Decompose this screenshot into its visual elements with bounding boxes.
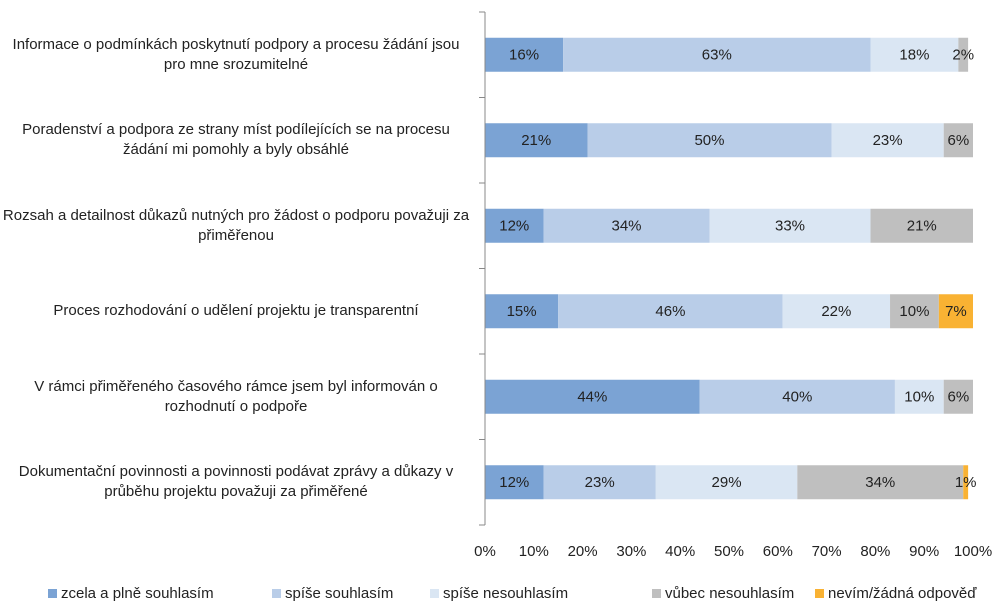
category-label: V rámci přiměřeného časového rámce jsem … [34,377,438,415]
bar-segment [485,294,559,329]
bar-segment [709,208,871,243]
legend-label: zcela a plně souhlasím [61,585,214,602]
data-label: 21% [521,132,551,149]
data-label: 33% [775,218,805,235]
x-tick-label: 30% [616,543,646,560]
data-label: 6% [948,389,970,406]
legend-label: spíše nesouhlasím [443,585,569,602]
legend: zcela a plně souhlasím spíše souhlasím spí… [0,585,1003,605]
bar-segment [943,123,973,158]
bar-segment [543,208,710,243]
legend-swatch [48,589,57,598]
x-tick-label: 40% [665,543,695,560]
data-label: 12% [499,218,529,235]
data-label: 7% [945,303,967,320]
legend-swatch [272,589,281,598]
legend-label: spíše souhlasím [285,585,394,602]
bar-segment [831,123,944,158]
bar-segment [782,294,891,329]
legend-swatch [430,589,439,598]
category-label: Proces rozhodování o udělení projektu je… [53,302,419,320]
data-label: 10% [899,303,929,320]
data-label: 10% [904,389,934,406]
bar-segment [558,294,783,329]
data-label: 34% [865,474,895,491]
legend-item: zcela a plně souhlasím [48,585,214,602]
bar-segment [894,379,944,414]
bar-segment [587,123,832,158]
legend-item: spíše souhlasím [272,585,393,602]
category-label: Rozsah a detailnost důkazů nutných pro ž… [2,206,470,244]
data-label: 2% [952,47,974,64]
bar-segment [543,465,656,500]
bar-segment [870,208,973,243]
data-label: 40% [782,389,812,406]
bar-segment [485,379,700,414]
data-label: 1% [955,474,977,491]
data-label: 50% [694,132,724,149]
x-tick-label: 0% [474,543,496,560]
legend-swatch [815,589,824,598]
x-tick-label: 80% [860,543,890,560]
data-label: 34% [612,218,642,235]
data-label: 12% [499,474,529,491]
data-label: 22% [821,303,851,320]
bar-segment [870,37,959,72]
data-label: 15% [507,303,537,320]
bar-segment [485,123,588,158]
legend-label: nevím/žádná odpověď [828,585,977,602]
x-tick-label: 20% [568,543,598,560]
bar-segment [485,208,544,243]
data-label: 63% [702,47,732,64]
bar-segment [943,379,973,414]
legend-swatch [652,589,661,598]
data-label: 18% [899,47,929,64]
category-label: Dokumentační povinnosti a povinnosti pod… [18,463,454,501]
data-label: 46% [655,303,685,320]
legend-item: nevím/žádná odpověď [815,585,976,602]
data-label: 23% [585,474,615,491]
bar-segment [485,37,564,72]
bar-segment [958,37,969,72]
x-tick-label: 60% [763,543,793,560]
data-label: 44% [577,389,607,406]
data-label: 29% [712,474,742,491]
legend-item: vůbec nesouhlasím [652,585,794,602]
category-label: Poradenství a podpora ze strany míst pod… [22,121,450,159]
bar-segment [797,465,964,500]
bar-segment [963,465,969,500]
legend-item: spíše nesouhlasím [430,585,568,602]
data-label: 16% [509,47,539,64]
x-tick-label: 100% [954,543,992,560]
x-tick-label: 90% [909,543,939,560]
bar-segment [563,37,871,72]
data-label: 21% [907,218,937,235]
data-label: 23% [873,132,903,149]
bar-segment [938,294,973,329]
x-tick-label: 70% [812,543,842,560]
bar-segment [699,379,895,414]
legend-label: vůbec nesouhlasím [665,585,795,602]
bar-segment [485,465,544,500]
data-label: 6% [948,132,970,149]
category-label: Informace o podmínkách poskytnutí podpor… [12,35,460,73]
bar-segment [655,465,798,500]
x-tick-label: 50% [714,543,744,560]
x-tick-label: 10% [519,543,549,560]
bar-segment [890,294,939,329]
